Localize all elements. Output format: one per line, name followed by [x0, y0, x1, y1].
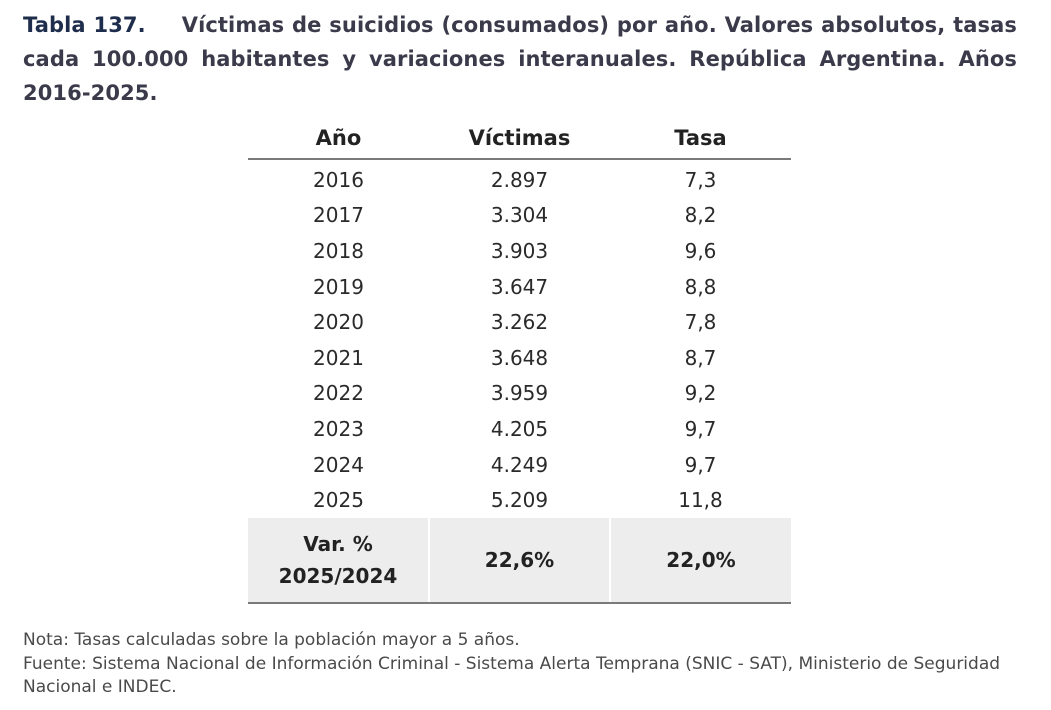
cell-rate: 8,2: [684, 203, 717, 228]
table-row: 2022 3.959 9,2: [248, 376, 791, 412]
cell-year: 2016: [313, 167, 364, 192]
note-text: Nota: Tasas calculadas sobre la població…: [23, 630, 520, 650]
variation-label-line1: Var. %: [303, 531, 373, 556]
variation-label: Var. % 2025/2024: [248, 517, 429, 604]
suicide-victims-table: Año Víctimas Tasa 2016 2.897 7,3 2017 3.…: [248, 118, 791, 604]
cell-victims: 2.897: [490, 167, 549, 192]
cell-victims: 3.959: [490, 381, 549, 406]
variation-label-line2: 2025/2024: [278, 563, 398, 588]
table-row: 2023 4.205 9,7: [248, 411, 791, 447]
cell-rate: 9,7: [684, 452, 717, 477]
table-notes: Nota: Tasas calculadas sobre la població…: [23, 629, 1023, 700]
cell-victims: 3.903: [490, 238, 549, 263]
table-row: 2024 4.249 9,7: [248, 447, 791, 483]
table-row: 2018 3.903 9,6: [248, 233, 791, 269]
cell-year: 2019: [313, 274, 364, 299]
cell-rate: 8,8: [684, 274, 717, 299]
cell-victims: 3.648: [490, 345, 549, 370]
cell-rate: 7,3: [684, 167, 717, 192]
cell-rate: 7,8: [684, 310, 717, 335]
table-row: 2016 2.897 7,3: [248, 159, 791, 198]
cell-rate: 8,7: [684, 345, 717, 370]
column-header-rate: Tasa: [610, 118, 791, 160]
cell-year: 2018: [313, 238, 364, 263]
cell-year: 2023: [313, 416, 364, 441]
cell-year: 2017: [313, 203, 364, 228]
table-row: 2020 3.262 7,8: [248, 304, 791, 340]
variation-rate: 22,0%: [609, 517, 791, 604]
source-text: Fuente: Sistema Nacional de Información …: [23, 653, 1001, 698]
table-row: 2025 5.209 11,8: [248, 482, 791, 518]
cell-year: 2022: [313, 381, 364, 406]
cell-rate: 11,8: [678, 488, 723, 513]
cell-rate: 9,6: [684, 238, 717, 263]
cell-year: 2025: [313, 488, 364, 513]
variation-row: Var. % 2025/2024 22,6% 22,0%: [248, 517, 791, 604]
cell-victims: 4.249: [490, 452, 549, 477]
cell-rate: 9,2: [684, 381, 717, 406]
cell-victims: 3.262: [490, 310, 549, 335]
table-row: 2019 3.647 8,8: [248, 269, 791, 305]
table-title: Víctimas de suicidios (consumados) por a…: [23, 13, 1017, 105]
header-row: Año Víctimas Tasa: [248, 118, 791, 160]
cell-victims: 4.205: [490, 416, 549, 441]
column-header-victims: Víctimas: [429, 118, 610, 160]
column-header-year: Año: [248, 118, 429, 160]
cell-rate: 9,7: [684, 416, 717, 441]
table-caption: Tabla 137. Víctimas de suicidios (consuma…: [23, 8, 1017, 110]
cell-year: 2020: [313, 310, 364, 335]
table-number: Tabla 137.: [23, 13, 146, 37]
variation-victims: 22,6%: [428, 517, 610, 604]
cell-victims: 5.209: [490, 488, 549, 513]
cell-year: 2021: [313, 345, 364, 370]
cell-year: 2024: [313, 452, 364, 477]
table-row: 2021 3.648 8,7: [248, 340, 791, 376]
cell-victims: 3.647: [490, 274, 549, 299]
table-row: 2017 3.304 8,2: [248, 198, 791, 234]
cell-victims: 3.304: [490, 203, 549, 228]
